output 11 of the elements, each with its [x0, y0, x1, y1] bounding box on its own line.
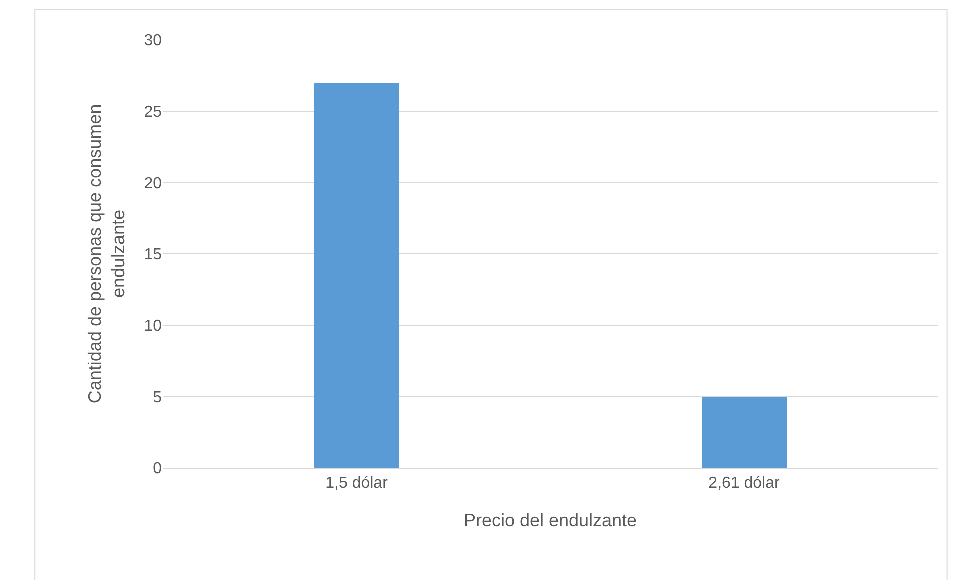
y-tick-label: 30 [144, 32, 162, 50]
x-axis-title: Precio del endulzante [464, 510, 638, 530]
x-tick-label: 2,61 dólar [708, 475, 780, 492]
y-tick-label: 5 [153, 389, 162, 406]
x-tick-label: 1,5 dólar [326, 475, 389, 492]
y-tick-label: 15 [144, 246, 162, 264]
y-tick-label: 10 [144, 318, 162, 335]
y-tick-label: 25 [144, 104, 162, 121]
y-axis-title: Cantidad de personas que consumen endulzante [85, 104, 128, 404]
y-tick-label: 0 [153, 460, 162, 478]
y-tick-label: 20 [144, 175, 162, 192]
